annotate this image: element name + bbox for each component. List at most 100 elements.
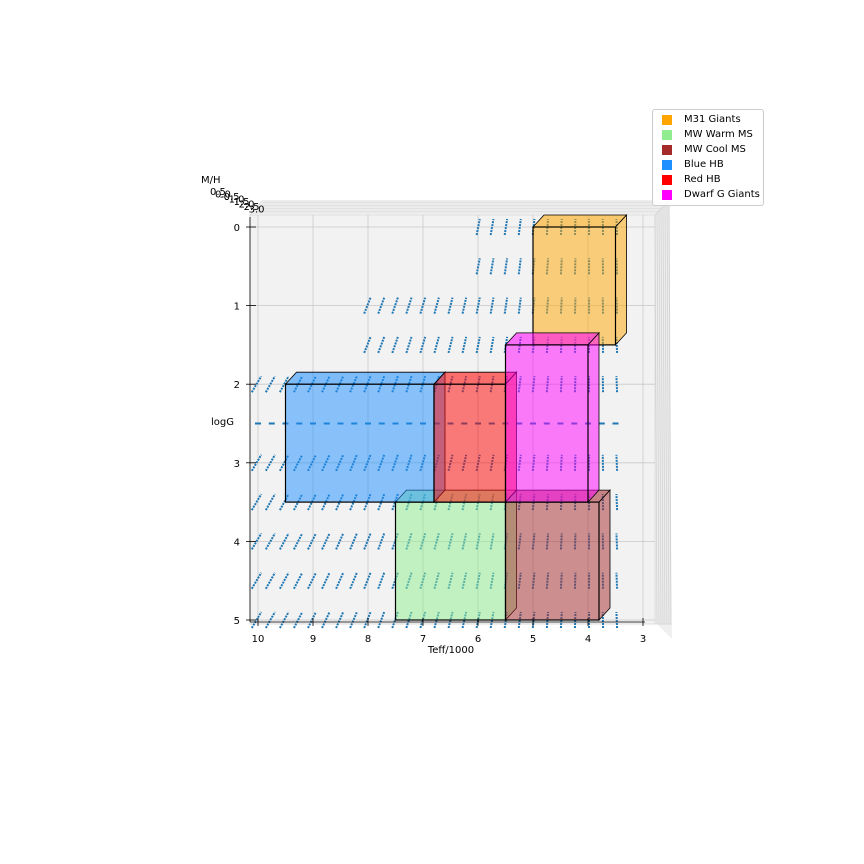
side-grid-line — [664, 204, 668, 635]
side-grid-line — [654, 214, 658, 625]
grid-point — [293, 572, 304, 590]
region-box — [433, 371, 518, 504]
grid-point — [279, 611, 290, 629]
x-tick-label: 3 — [640, 634, 646, 645]
grid-point — [489, 218, 495, 236]
z-tick-label: -1.0 — [225, 195, 245, 206]
grid-point — [264, 454, 276, 472]
legend-swatch — [662, 129, 672, 140]
legend-item: MW Warm MS — [653, 127, 763, 142]
region-box — [284, 371, 446, 504]
y-tick-label: 5 — [234, 616, 240, 627]
side-grid-line — [666, 202, 670, 637]
legend-item: Dwarf G Giants — [653, 187, 763, 202]
side-grid-line — [668, 200, 672, 639]
grid-point — [503, 336, 509, 354]
region-top-face — [284, 371, 446, 385]
region-front-face — [433, 383, 507, 503]
grid-point — [503, 297, 509, 314]
grid-point — [264, 493, 276, 511]
y-tick-label: 0 — [234, 223, 240, 234]
region-front-face — [504, 344, 589, 503]
z-tick-label: -1.5 — [230, 197, 250, 208]
grid-point — [447, 297, 454, 314]
grid-point — [250, 493, 263, 511]
grid-point — [489, 336, 495, 354]
side-grid-line — [658, 210, 662, 629]
grid-point — [279, 375, 290, 393]
grid-point — [264, 532, 276, 550]
grid-point — [433, 336, 440, 354]
grid-point — [615, 376, 619, 393]
grid-point — [250, 572, 263, 590]
grid-point — [615, 611, 619, 629]
z-tick-label: 0.5 — [210, 187, 226, 198]
grid-point — [264, 375, 276, 393]
x-tick-label: 6 — [475, 634, 481, 645]
z-tick-label: -3.0 — [245, 205, 265, 216]
region-front-face — [284, 383, 435, 503]
grid-point — [447, 336, 454, 354]
region-front-face — [532, 226, 617, 346]
grid-point — [461, 297, 468, 314]
z-tick-label: -2.0 — [235, 200, 255, 211]
grid-point — [279, 572, 290, 590]
side-grid-line — [662, 206, 666, 633]
legend-label: Red HB — [684, 174, 721, 185]
y-tick-label: 2 — [234, 380, 240, 391]
legend-swatch — [662, 174, 672, 185]
legend-item: MW Cool MS — [653, 142, 763, 157]
legend-swatch — [662, 159, 672, 170]
grid-point — [419, 336, 427, 354]
grid-point — [433, 297, 440, 314]
region-box — [532, 213, 628, 346]
legend-swatch — [662, 114, 672, 125]
x-tick-label: 5 — [530, 634, 536, 645]
x-tick-label: 4 — [585, 634, 591, 645]
grid-point — [475, 336, 481, 354]
legend-label: Blue HB — [684, 159, 724, 170]
grid-point — [475, 218, 481, 236]
grid-point — [475, 297, 481, 314]
region-top-face — [504, 332, 600, 346]
grid-point — [293, 532, 304, 550]
legend-label: Dwarf G Giants — [684, 189, 760, 200]
grid-point — [517, 297, 522, 314]
x-tick-label: 7 — [420, 634, 426, 645]
y-axis-label: logG — [211, 417, 234, 428]
y-tick-label: 4 — [234, 537, 240, 548]
x-tick-label: 10 — [252, 634, 265, 645]
grid-point — [279, 532, 290, 550]
region-side-face — [587, 331, 600, 504]
region-top-face — [532, 214, 628, 228]
legend: M31 Giants MW Warm MS MW Cool MS Blue HB Red… — [652, 109, 764, 206]
x-tick-label: 8 — [365, 634, 371, 645]
grid-point — [517, 218, 522, 236]
grid-point — [419, 297, 427, 314]
regions — [284, 213, 628, 622]
side-grid-line — [656, 212, 660, 627]
grid-point — [250, 375, 263, 393]
region-front-face — [394, 501, 507, 621]
z-tick-label: -2.5 — [240, 202, 260, 213]
legend-label: MW Warm MS — [684, 129, 753, 140]
grid-point — [615, 572, 619, 589]
grid-point — [489, 297, 495, 314]
grid-point — [503, 258, 509, 275]
legend-item: Red HB — [653, 172, 763, 187]
region-side-face — [598, 489, 611, 622]
region-top-face — [433, 371, 518, 385]
side-grid-line — [660, 208, 664, 631]
grid-point — [615, 494, 619, 511]
grid-point — [489, 258, 495, 275]
z-tick-label: 0.0 — [215, 190, 231, 201]
region-front-face — [504, 501, 600, 621]
grid-point — [250, 532, 263, 550]
x-axis-label: Teff/1000 — [427, 645, 474, 656]
axes: 10 9 8 7 6 5 4 3 0 1 2 3 4 5 0.50.0-0.5-1.0-1.5-2.0-2.… — [210, 187, 646, 645]
region-side-face — [615, 213, 627, 346]
y-tick-label: 3 — [234, 459, 240, 470]
legend-label: MW Cool MS — [684, 144, 746, 155]
grid-point — [461, 336, 468, 354]
